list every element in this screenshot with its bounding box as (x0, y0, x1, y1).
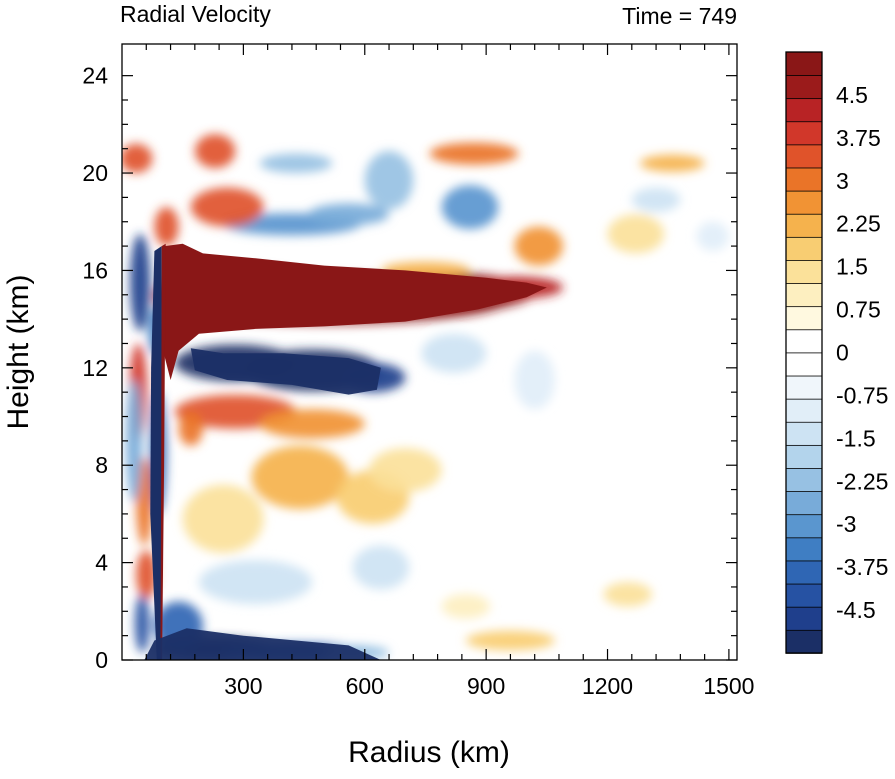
colorbar-swatch (785, 537, 823, 562)
colorbar-label: 0.75 (836, 297, 881, 323)
velocity-core (144, 243, 547, 660)
velocity-cell (308, 203, 390, 226)
y-tick-label: 8 (95, 452, 108, 478)
x-tick-label: 1200 (582, 673, 633, 699)
colorbar-label: 4.5 (836, 82, 868, 108)
colorbar-swatch (785, 305, 823, 331)
colorbar-label: 3.75 (836, 125, 881, 151)
colorbar-label: -0.75 (836, 382, 888, 408)
colorbar-swatch (785, 560, 823, 585)
colorbar-swatch (785, 74, 823, 100)
colorbar-swatch (785, 398, 823, 423)
colorbar-swatch (785, 352, 823, 377)
colorbar-swatch (785, 144, 823, 169)
velocity-cell (126, 380, 143, 502)
colorbar-swatch (785, 51, 823, 76)
velocity-cell (130, 233, 151, 332)
time-label: Time = 749 (622, 3, 737, 29)
velocity-cell (136, 550, 157, 600)
velocity-cell (251, 445, 349, 510)
velocity-cell (198, 560, 313, 604)
colorbar-swatch (785, 190, 823, 215)
colorbar-swatch (785, 259, 823, 284)
colorbar-label: -1.5 (836, 425, 876, 451)
velocity-cell (259, 153, 333, 173)
eyewall-inflow (150, 246, 162, 660)
velocity-cell (631, 187, 681, 212)
velocity-cell (429, 142, 519, 165)
x-axis-label: Radius (km) (348, 736, 510, 769)
velocity-cell (514, 350, 555, 410)
velocity-cell (190, 187, 264, 227)
velocity-cell (352, 545, 410, 590)
x-tick-label: 1500 (703, 673, 754, 699)
eyewall-outflow (160, 243, 166, 660)
velocity-cell (441, 594, 491, 619)
outflow-jet-core (161, 243, 547, 380)
colorbar-label: 1.5 (836, 254, 868, 280)
x-tick-label: 900 (467, 673, 505, 699)
velocity-cell (182, 484, 264, 553)
chart-title: Radial Velocity (120, 1, 271, 27)
y-tick-label: 0 (95, 647, 108, 673)
heatmap-field (122, 44, 737, 660)
colorbar-label: 2.25 (836, 211, 881, 237)
velocity-cell (194, 134, 236, 169)
velocity-cell (364, 151, 414, 210)
velocity-cell (696, 221, 729, 251)
velocity-cell (465, 630, 555, 651)
colorbar-label: 0 (836, 340, 849, 366)
velocity-cell (154, 207, 179, 247)
colorbar-swatch (785, 282, 823, 308)
velocity-cell (122, 143, 153, 173)
y-axis-label: Height (km) (2, 274, 35, 429)
velocity-cell (421, 333, 487, 373)
plot-frame (121, 43, 738, 661)
velocity-cell (134, 594, 150, 653)
colorbar-label: -4.5 (836, 597, 876, 623)
y-tick-label: 24 (82, 63, 108, 89)
y-tick-label: 4 (95, 550, 108, 576)
velocity-cell (603, 582, 653, 607)
colorbar-swatch (785, 490, 823, 516)
colorbar-label: -3.75 (836, 554, 888, 580)
colorbar-swatch (785, 236, 823, 261)
colorbar-swatch (785, 606, 823, 631)
colorbar-swatch (785, 421, 823, 446)
colorbar-label: 3 (836, 168, 849, 194)
velocity-cell (607, 214, 665, 254)
y-tick-label: 16 (82, 257, 108, 283)
colorbar-swatch (785, 328, 823, 354)
colorbar-swatch (785, 213, 823, 238)
x-tick-label: 600 (346, 673, 384, 699)
velocity-cell (368, 448, 442, 492)
velocity-cell (441, 185, 499, 230)
colorbar-swatch (785, 467, 823, 492)
velocity-cell (259, 409, 365, 439)
colorbar-swatch (785, 444, 823, 469)
colorbar-label: -2.25 (836, 468, 888, 494)
colorbar-swatch (785, 629, 823, 654)
velocity-cell (178, 411, 203, 446)
y-axis: 0 4 8 12 16 20 24 (82, 63, 737, 673)
velocity-cell (514, 226, 563, 266)
colorbar-swatch (785, 120, 823, 146)
x-axis: 300 600 900 1200 1500 (145, 44, 754, 699)
colorbar: 4.5 3.75 3 2.25 1.5 0.75 0 -0.75 -1.5 -2.25 -3 -3.7… (785, 51, 888, 654)
y-tick-label: 20 (82, 160, 108, 186)
colorbar-swatch (785, 583, 823, 608)
colorbar-swatch (785, 97, 823, 123)
inflow-core (190, 348, 381, 395)
colorbar-frame (785, 51, 823, 654)
colorbar-label: -3 (836, 511, 856, 537)
y-tick-label: 12 (82, 355, 108, 381)
boundary-layer-inflow (144, 628, 381, 660)
x-tick-label: 300 (224, 673, 262, 699)
colorbar-swatch (785, 375, 823, 400)
colorbar-swatch (785, 167, 823, 192)
velocity-cell (639, 154, 705, 172)
colorbar-swatch (785, 513, 823, 539)
